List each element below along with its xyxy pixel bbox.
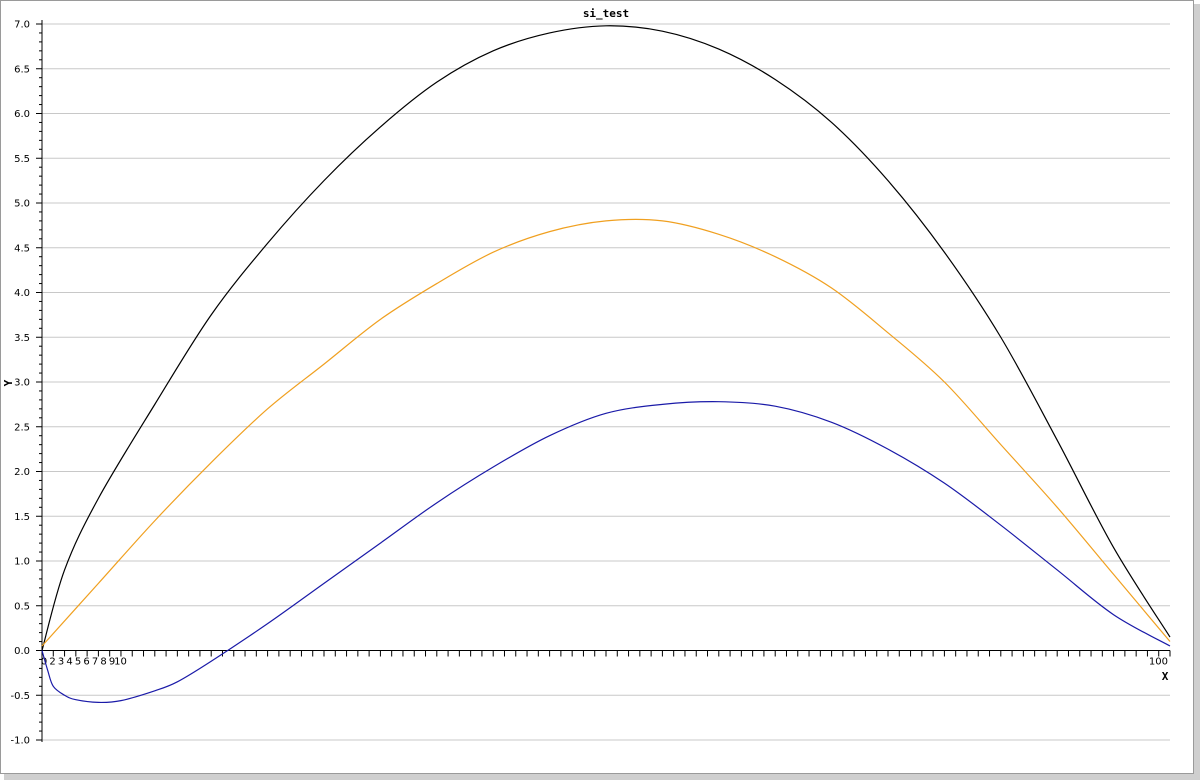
x-tick-label: 9 [109,657,115,668]
y-tick-label: 1.0 [14,557,30,568]
y-tick-label: -0.5 [10,691,30,702]
y-tick-label: 2.5 [14,422,30,433]
y-tick-label: 0.0 [14,646,30,657]
y-tick-label: 6.5 [14,64,30,75]
y-tick-label: 3.0 [14,378,30,389]
x-tick-label: 100 [1149,657,1168,668]
chart-title: si_test [583,7,629,20]
x-tick-label: 4 [66,657,72,668]
y-axis-label: Y [2,379,15,386]
y-tick-label: -1.0 [10,736,30,747]
y-tick-label: 1.5 [14,512,30,523]
y-tick-label: 2.0 [14,467,30,478]
x-tick-label: 7 [92,657,98,668]
plot-area [42,20,1170,752]
x-tick-label: 8 [100,657,106,668]
y-tick-label: 0.5 [14,601,30,612]
window-shadow-right [1194,4,1200,780]
series-line-1 [41,25,1171,651]
y-tick-label: 5.5 [14,154,30,165]
series-line-3 [41,401,1171,704]
x-tick-label: 3 [58,657,64,668]
y-axis: -1.0 -0.5 0.0 0.5 1.0 1.5 2.0 2.5 3.0 3.5 4.0 4.5 5.… [10,20,43,747]
y-tick-label: 3.5 [14,333,30,344]
grid-lines [42,23,1170,741]
y-tick-label: 7.0 [14,20,30,31]
x-axis: 0 2 3 4 5 6 7 8 910 100 [41,650,1171,668]
y-tick-label: 4.0 [14,288,30,299]
y-tick-label: 5.0 [14,199,30,210]
x-tick-label: 6 [83,657,89,668]
y-tick-label: 6.0 [14,109,30,120]
series-line-2 [41,218,1171,647]
y-tick-label: 4.5 [14,243,30,254]
x-axis-label: X [1162,670,1169,683]
x-tick-label: 5 [75,657,81,668]
x-tick-label: 2 [49,657,55,668]
x-tick-label: 10 [114,657,127,668]
x-tick-label: 0 [41,657,47,668]
series-layer [41,25,1171,704]
window-shadow-bottom [4,774,1200,780]
